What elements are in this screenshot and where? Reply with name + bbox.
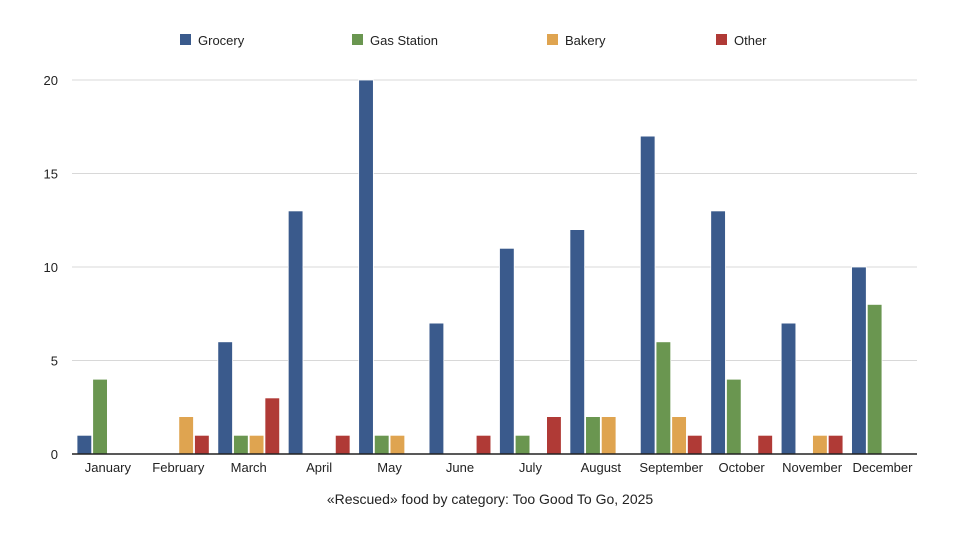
bar-grocery-june	[428, 322, 445, 455]
bar-grocery-october	[710, 210, 726, 455]
x-tick-label: June	[446, 460, 474, 475]
bar-grocery-november	[780, 322, 797, 455]
legend: Grocery Gas Station Bakery Other	[180, 33, 767, 48]
bar-gas-station-december	[866, 303, 883, 455]
bar-gas-station-march	[233, 434, 249, 455]
bar-grocery-december	[851, 266, 867, 455]
bar-gas-station-september	[655, 341, 672, 455]
bar-grocery-august	[569, 229, 586, 455]
bar-grocery-march	[217, 341, 233, 455]
bar-grocery-april	[287, 210, 304, 455]
x-tick-label: August	[581, 460, 622, 475]
x-axis-labels: January February March April May June July Augu…	[85, 460, 913, 475]
bar-gas-station-july	[514, 434, 531, 455]
bar-other-november	[827, 434, 844, 455]
legend-swatch	[547, 34, 558, 45]
bar-gas-station-october	[726, 378, 742, 455]
x-tick-label: April	[306, 460, 332, 475]
bar-grocery-january	[76, 434, 93, 455]
legend-swatch	[716, 34, 727, 45]
legend-label: Bakery	[565, 33, 606, 48]
bar-bakery-may	[389, 434, 406, 455]
bar-other-april	[334, 434, 351, 455]
legend-label: Gas Station	[370, 33, 438, 48]
x-tick-label: February	[152, 460, 205, 475]
y-tick-label: 20	[44, 73, 58, 88]
bar-other-july	[546, 416, 562, 455]
y-tick-label: 10	[44, 260, 58, 275]
bar-grocery-september	[639, 135, 656, 455]
bar-gas-station-august	[585, 416, 601, 455]
bar-bakery-february	[178, 416, 194, 455]
bar-other-june	[475, 434, 492, 455]
bar-gas-station-january	[92, 378, 108, 455]
bar-grocery-july	[499, 247, 515, 455]
bar-other-february	[194, 434, 210, 455]
chart-title: «Rescued» food by category: Too Good To …	[327, 491, 654, 507]
x-tick-label: March	[231, 460, 267, 475]
x-tick-label: October	[719, 460, 766, 475]
x-tick-label: September	[639, 460, 703, 475]
x-tick-label: May	[377, 460, 402, 475]
legend-label: Grocery	[198, 33, 245, 48]
bar-bakery-august	[600, 416, 617, 455]
bar-other-september	[687, 434, 703, 455]
legend-swatch	[180, 34, 191, 45]
x-tick-label: July	[519, 460, 543, 475]
legend-swatch	[352, 34, 363, 45]
x-tick-label: December	[852, 460, 913, 475]
bars	[76, 79, 883, 455]
gridlines	[72, 79, 917, 361]
y-tick-label: 0	[51, 447, 58, 462]
x-tick-label: January	[85, 460, 132, 475]
bar-bakery-september	[671, 416, 687, 455]
y-tick-label: 5	[51, 354, 58, 369]
x-tick-label: November	[782, 460, 843, 475]
bar-bakery-november	[812, 434, 828, 455]
bar-other-october	[757, 434, 773, 455]
bar-bakery-march	[248, 434, 265, 455]
legend-label: Other	[734, 33, 767, 48]
bar-gas-station-may	[373, 434, 390, 455]
y-axis-ticks: 0 5 10 15 20	[44, 73, 58, 462]
y-tick-label: 15	[44, 167, 58, 182]
bar-other-march	[264, 397, 281, 455]
bar-grocery-may	[358, 79, 374, 455]
